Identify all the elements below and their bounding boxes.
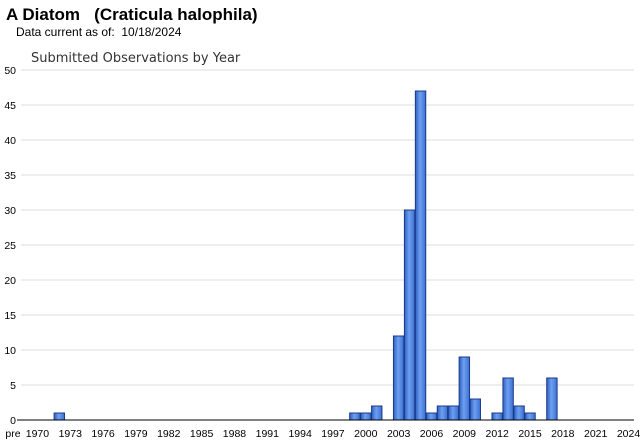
x-tick-label: 2003	[387, 428, 411, 440]
x-tick-label: 1979	[124, 428, 148, 440]
chart-title: Submitted Observations by Year	[31, 51, 241, 66]
x-tick-label: 2024	[617, 428, 640, 440]
bar-2014	[513, 405, 525, 421]
x-tick-label: 1988	[223, 428, 247, 440]
bar-2004	[403, 209, 416, 421]
bar-2017	[546, 377, 558, 421]
bar-1999	[349, 412, 361, 421]
x-tick-label: 1994	[288, 428, 312, 440]
x-tick-label: 1976	[91, 428, 115, 440]
y-tick-label: 35	[4, 170, 16, 182]
y-tick-label: 20	[4, 275, 16, 287]
bar-1972	[53, 412, 66, 421]
y-tick-label: 5	[10, 380, 16, 392]
y-tick-label: 25	[4, 240, 16, 252]
x-tick-label: 1985	[190, 428, 214, 440]
x-tick-label: 2018	[551, 428, 575, 440]
y-tick-label: 0	[10, 415, 16, 427]
data-current-date: Data current as of: 10/18/2024	[16, 25, 182, 39]
bar-2007	[436, 405, 449, 421]
y-tick-label: 40	[4, 135, 16, 147]
x-tick-label: 2000	[354, 428, 378, 440]
x-tick-label: pre	[5, 428, 20, 440]
species-title: A Diatom (Craticula halophila)	[6, 5, 258, 24]
x-tick-label: 2012	[485, 428, 509, 440]
bar-2001	[371, 405, 383, 421]
x-tick-label: 2009	[453, 428, 477, 440]
y-tick-label: 50	[4, 65, 16, 77]
y-tick-label: 30	[4, 205, 16, 217]
y-tick-label: 10	[4, 345, 16, 357]
bar-2008	[447, 405, 460, 421]
bar-2006	[425, 412, 438, 421]
bar-2012	[491, 412, 503, 421]
x-tick-label: 1970	[26, 428, 50, 440]
bar-2003	[392, 335, 405, 421]
bar-2013	[502, 377, 514, 421]
x-tick-label: 1973	[59, 428, 83, 440]
x-tick-label: 2021	[584, 428, 608, 440]
bar-2009	[458, 356, 471, 421]
x-tick-label: 1997	[321, 428, 345, 440]
y-tick-label: 45	[4, 100, 16, 112]
x-tick-label: 1982	[157, 428, 181, 440]
bar-2015	[524, 412, 536, 421]
x-tick-label: 1991	[256, 428, 280, 440]
bar-2000	[360, 412, 372, 421]
x-tick-label: 2006	[420, 428, 444, 440]
bar-2010	[469, 398, 481, 421]
y-tick-label: 15	[4, 310, 16, 322]
x-tick-label: 2015	[518, 428, 542, 440]
bar-2005	[414, 90, 427, 421]
